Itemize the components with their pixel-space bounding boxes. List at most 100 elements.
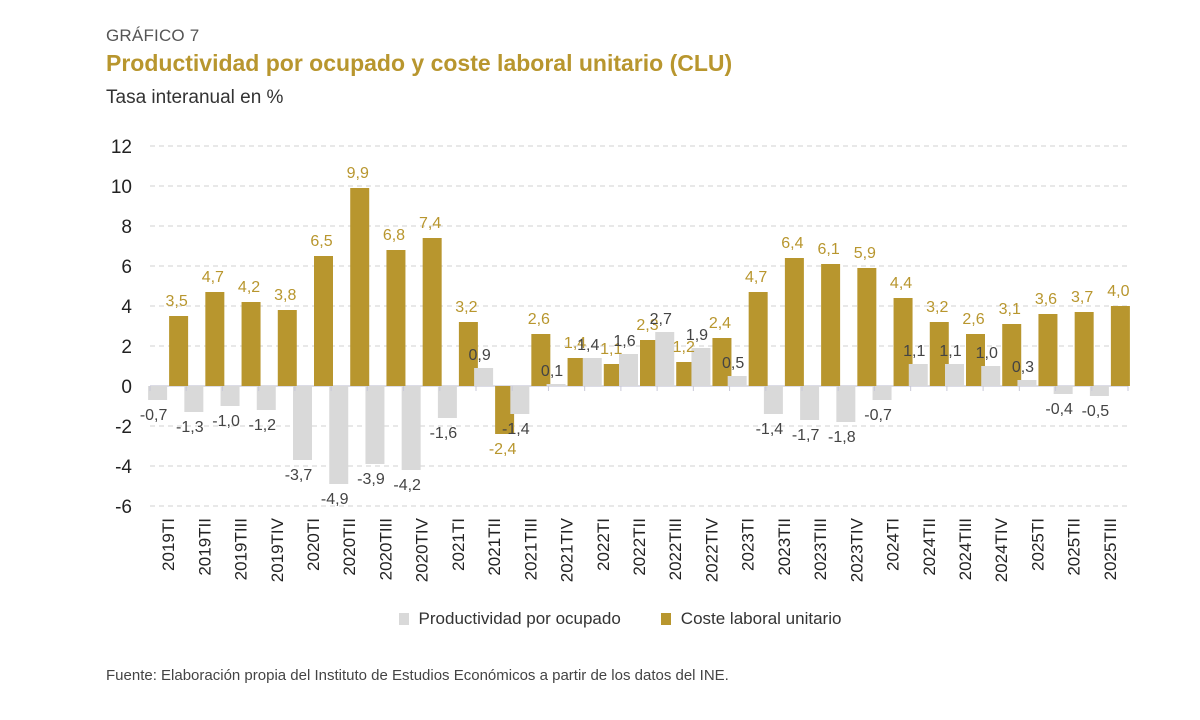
data-label-clu: 1,1 [600, 341, 622, 358]
bar-productividad [908, 364, 928, 386]
data-label-productividad: -0,4 [1045, 401, 1073, 418]
x-category-label: 2020TIII [376, 518, 395, 580]
y-tick-label: 6 [121, 257, 132, 278]
bar-productividad [1017, 380, 1037, 386]
data-label-productividad: -3,7 [285, 467, 313, 484]
x-category-label: 2019TII [195, 518, 214, 576]
chart-title: Productividad por ocupado y coste labora… [106, 50, 733, 76]
x-category-label: 2023TIV [847, 517, 866, 582]
data-label-clu: -2,4 [489, 441, 517, 458]
x-category-label: 2021TIII [521, 518, 540, 580]
data-label-productividad: 2,7 [650, 311, 672, 328]
data-label-productividad: -4,9 [321, 491, 349, 508]
data-label-productividad: 1,1 [939, 343, 961, 360]
y-tick-label: 8 [121, 217, 132, 238]
x-category-label: 2021TI [449, 518, 468, 571]
data-label-productividad: -0,7 [864, 407, 892, 424]
bar-clu [748, 292, 768, 386]
data-label-clu: 4,7 [202, 269, 224, 286]
data-label-clu: 2,4 [709, 315, 731, 332]
chart-subtitle: Tasa interanual en % [106, 87, 284, 108]
data-label-productividad: 1,9 [686, 327, 708, 344]
y-tick-label: -2 [115, 417, 132, 438]
data-label-productividad: -1,3 [176, 419, 204, 436]
x-category-label: 2020TI [304, 518, 323, 571]
bar-clu [241, 302, 261, 386]
bar-productividad [836, 386, 856, 422]
x-category-label: 2021TIV [558, 517, 577, 582]
chart-number-label: GRÁFICO 7 [106, 26, 200, 45]
bar-clu [458, 322, 478, 386]
bars [148, 188, 1130, 484]
legend: Productividad por ocupado Coste laboral … [0, 609, 1200, 629]
data-label-clu: 3,1 [999, 301, 1021, 318]
data-label-productividad: -3,9 [357, 471, 385, 488]
data-label-clu: 1,4 [564, 335, 586, 352]
data-label-productividad: -1,8 [828, 429, 856, 446]
data-label-clu: 2,6 [962, 311, 984, 328]
legend-swatch-clu [660, 613, 671, 625]
data-label-clu: 3,7 [1071, 289, 1093, 306]
bar-productividad [1053, 386, 1073, 394]
bar-clu [495, 386, 515, 434]
x-category-label: 2025TII [1065, 518, 1084, 576]
data-label-productividad: -1,7 [792, 427, 820, 444]
data-label-productividad: -0,5 [1082, 403, 1110, 420]
data-label-clu: 4,7 [745, 269, 767, 286]
x-category-label: 2019TIII [232, 518, 251, 580]
bar-productividad [619, 354, 638, 386]
x-category-label: 2024TIV [992, 517, 1011, 582]
x-category-label: 2024TII [920, 518, 939, 576]
x-axis: 2019TI 2019TII 2019TIII 2019TIV 2020TI 2020TI… [149, 386, 1129, 582]
bar-clu [314, 256, 333, 386]
y-axis: 12 10 8 6 4 2 0 -2 -4 -6 [111, 137, 133, 518]
x-category-label: 2025TI [1028, 518, 1047, 571]
x-category-label: 2021TII [485, 518, 504, 576]
x-category-label: 2022TIII [666, 518, 685, 580]
bar-clu [1038, 314, 1058, 386]
data-label-productividad: -1,4 [502, 421, 530, 438]
y-tick-label: 4 [121, 297, 132, 318]
data-label-productividad: -4,2 [393, 477, 421, 494]
bar-productividad [401, 386, 421, 470]
bar-productividad [655, 332, 675, 386]
y-tick-label: 10 [111, 177, 132, 198]
bar-productividad [293, 386, 312, 460]
data-label-productividad: -1,4 [756, 421, 784, 438]
bar-productividad [582, 358, 602, 386]
legend-item-productividad: Productividad por ocupado [398, 609, 621, 629]
bar-productividad [510, 386, 530, 414]
y-tick-label: -6 [115, 497, 132, 518]
bar-productividad [220, 386, 240, 406]
data-label-productividad: -1,6 [430, 425, 458, 442]
bar-clu [567, 358, 587, 386]
data-label-productividad: 1,4 [577, 337, 599, 354]
bar-clu [386, 250, 406, 386]
x-category-label: 2025TIII [1101, 518, 1120, 580]
y-tick-label: 2 [121, 337, 132, 358]
x-category-label: 2020TII [340, 518, 359, 576]
data-label-productividad: 0,5 [722, 355, 744, 372]
data-labels: -0,7 3,5 -1,3 4,7 -1,0 4,2 -1,2 3,8 -3,7 6,5 -4,9 9… [140, 165, 1130, 508]
grid-lines [150, 145, 1128, 507]
bar-clu [893, 298, 913, 386]
data-label-clu: 2,3 [636, 317, 658, 334]
data-label-clu: 9,9 [347, 165, 369, 182]
bar-productividad [945, 364, 964, 386]
data-label-clu: 3,5 [165, 293, 187, 310]
bar-productividad [691, 348, 711, 386]
x-category-label: 2022TII [630, 518, 649, 576]
source-note: Fuente: Elaboración propia del Instituto… [106, 667, 729, 684]
bar-clu [640, 340, 659, 386]
data-label-clu: 4,4 [890, 275, 912, 292]
bar-clu [1002, 324, 1022, 386]
data-label-clu: 4,2 [238, 279, 260, 296]
bar-productividad [365, 386, 385, 464]
bar-productividad [148, 386, 168, 400]
x-category-label: 2019TIV [268, 517, 287, 582]
bar-clu [277, 310, 297, 386]
bar-productividad [474, 368, 494, 386]
data-label-clu: 6,5 [310, 233, 332, 250]
bar-clu [531, 334, 551, 386]
data-label-productividad: -0,7 [140, 407, 168, 424]
